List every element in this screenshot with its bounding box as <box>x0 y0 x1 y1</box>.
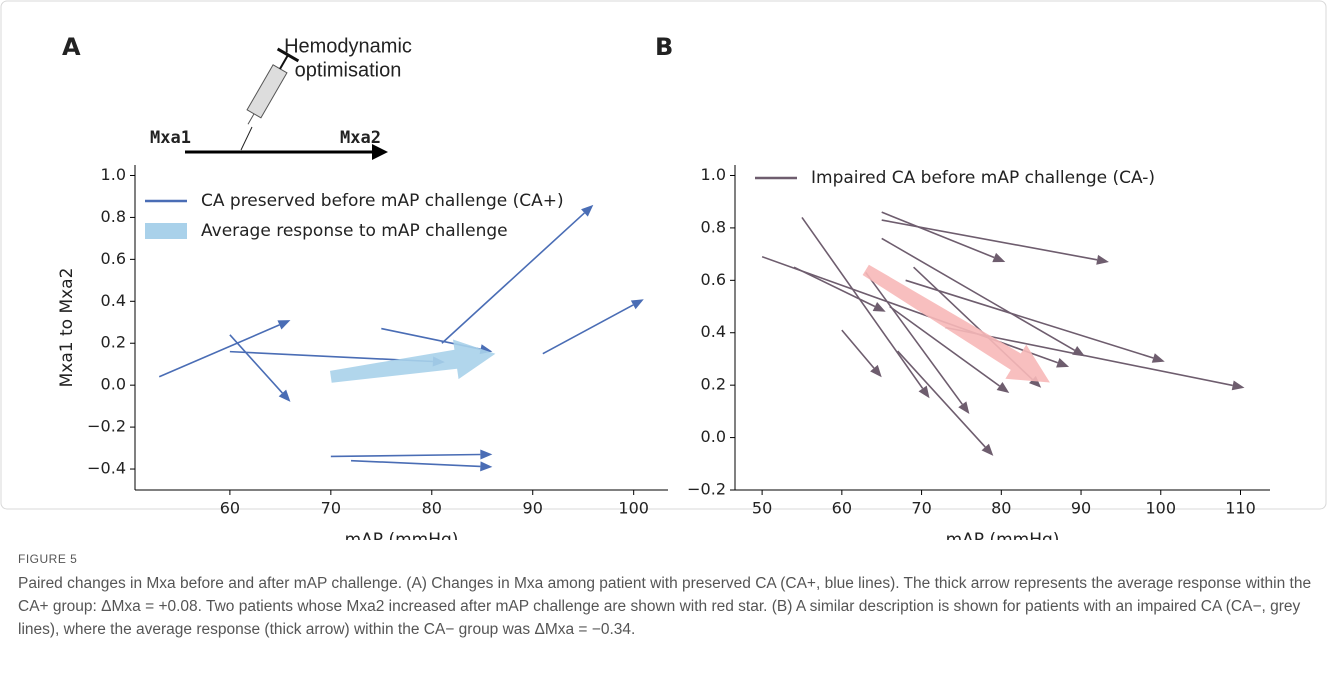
y-axis-label: Mxa1 to Mxa2 <box>57 268 77 388</box>
x-tick-label: 80 <box>991 499 1011 518</box>
x-tick-label: 90 <box>523 499 543 518</box>
caption: FIGURE 5 Paired changes in Mxa before an… <box>18 552 1318 641</box>
arrow-head <box>996 381 1010 394</box>
arrow <box>905 279 1154 359</box>
arrow-head <box>480 449 493 460</box>
arrow-head <box>630 299 644 310</box>
y-tick-label: 0.2 <box>701 375 726 394</box>
legend-label: CA preserved before mAP challenge (CA+) <box>201 191 564 211</box>
arrow-head <box>958 401 970 414</box>
x-tick-label: 60 <box>220 499 240 518</box>
y-tick-label: 0.0 <box>101 375 126 394</box>
legend-label: Impaired CA before mAP challenge (CA-) <box>811 168 1155 188</box>
x-tick-label: 100 <box>618 499 649 518</box>
x-tick-label: 60 <box>832 499 852 518</box>
legend-swatch <box>145 223 187 239</box>
arrow <box>865 271 963 405</box>
y-tick-label: 0.2 <box>101 333 126 352</box>
arrow-head <box>870 364 882 378</box>
arrow <box>897 350 986 448</box>
inset-text: optimisation <box>295 59 402 81</box>
y-tick-label: 0.8 <box>701 217 726 236</box>
inset-end: Mxa2 <box>340 128 381 148</box>
y-tick-label: 0.6 <box>701 270 726 289</box>
figure-frame <box>0 0 1327 510</box>
inset-arrow-head <box>372 144 388 160</box>
arrow-head <box>480 461 493 472</box>
arrow <box>801 216 924 389</box>
arrow-head <box>277 320 291 330</box>
x-tick-label: 110 <box>1225 499 1256 518</box>
arrow-head <box>918 385 930 399</box>
arrow <box>841 329 875 369</box>
y-tick-label: 1.0 <box>101 165 126 184</box>
average-arrow <box>862 264 1050 383</box>
x-tick-label: 80 <box>422 499 442 518</box>
arrow <box>158 324 280 378</box>
x-tick-label: 90 <box>1071 499 1091 518</box>
x-tick-label: 70 <box>321 499 341 518</box>
arrow <box>542 304 634 355</box>
arrow-head <box>1096 254 1109 265</box>
average-arrow <box>330 339 496 383</box>
y-tick-label: 0.0 <box>701 427 726 446</box>
y-tick-label: 1.0 <box>701 165 726 184</box>
arrow-head <box>1029 375 1042 388</box>
arrow-head <box>278 389 291 402</box>
arrow <box>881 211 995 259</box>
arrow <box>350 459 481 468</box>
caption-text: Paired changes in Mxa before and after m… <box>18 575 1312 638</box>
y-tick-label: 0.4 <box>701 322 726 341</box>
inset-text: Hemodynamic <box>284 35 412 57</box>
arrow-head <box>581 204 594 217</box>
syringe <box>240 47 300 151</box>
y-tick-label: 0.6 <box>101 249 126 268</box>
arrow <box>881 219 1098 261</box>
arrow <box>889 305 1001 387</box>
arrow-head <box>992 252 1006 263</box>
y-tick-label: −0.2 <box>87 417 126 436</box>
arrow <box>793 266 876 308</box>
inset-start: Mxa1 <box>150 128 191 148</box>
arrow-head <box>1151 353 1165 363</box>
x-axis-label: mAP (mmHg) <box>345 530 459 540</box>
arrow-head <box>981 443 994 456</box>
arrow <box>441 212 585 344</box>
arrow <box>330 453 481 458</box>
x-axis-label: mAP (mmHg) <box>946 530 1060 540</box>
x-tick-label: 70 <box>911 499 931 518</box>
arrow <box>229 334 284 394</box>
panel-label: A <box>62 33 81 61</box>
y-tick-label: −0.2 <box>687 480 726 499</box>
figure-label: FIGURE 5 <box>18 552 78 566</box>
x-tick-label: 50 <box>752 499 772 518</box>
arrow <box>761 255 1059 364</box>
y-tick-label: 0.8 <box>101 207 126 226</box>
arrow-head <box>872 302 886 312</box>
y-tick-label: 0.4 <box>101 291 126 310</box>
x-tick-label: 100 <box>1145 499 1176 518</box>
arrow <box>945 326 1233 387</box>
arrow-head <box>1231 380 1245 391</box>
arrow <box>881 237 1076 352</box>
legend-label: Average response to mAP challenge <box>201 221 508 241</box>
panel-label: B <box>655 33 673 61</box>
y-tick-label: −0.4 <box>87 459 126 478</box>
arrow-head <box>1056 358 1070 368</box>
